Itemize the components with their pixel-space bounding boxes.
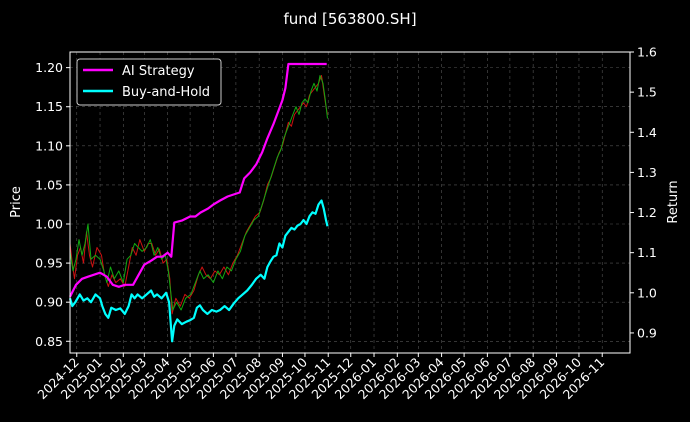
left-y-tick-label: 1.10 (35, 138, 63, 153)
right-y-tick-label: 1.5 (637, 85, 657, 100)
legend: AI Strategy Buy-and-Hold (76, 58, 222, 106)
right-y-axis-label: Return (666, 180, 681, 223)
right-y-tick-label: 0.9 (637, 325, 657, 340)
left-y-tick-label: 1.05 (35, 177, 63, 192)
series-line-ai-strategy (69, 62, 327, 298)
left-y-axis: 0.85 0.90 0.95 1.00 1.05 1.10 1.15 1.20 (35, 60, 70, 349)
legend-label-buy-and-hold: Buy-and-Hold (122, 85, 210, 100)
left-y-tick-label: 1.15 (35, 99, 63, 114)
legend-label-ai-strategy: AI Strategy (122, 64, 195, 79)
right-y-tick-label: 1.2 (637, 205, 657, 220)
left-y-tick-label: 1.00 (35, 217, 63, 232)
left-y-tick-label: 0.95 (35, 256, 63, 271)
right-y-tick-label: 1.4 (637, 125, 657, 140)
chart-title: fund [563800.SH] (283, 10, 416, 28)
right-y-tick-label: 1.1 (637, 245, 657, 260)
price-line-green (69, 75, 328, 311)
right-y-tick-label: 1.3 (637, 165, 657, 180)
plot-frame (69, 51, 631, 354)
right-y-tick-label: 1.6 (637, 45, 657, 60)
left-y-tick-label: 0.85 (35, 334, 63, 349)
left-y-tick-label: 1.20 (35, 60, 63, 75)
left-y-axis-label: Price (9, 186, 24, 218)
series-line-buy-and-hold (68, 199, 329, 343)
right-y-axis: 0.9 1.0 1.1 1.2 1.3 1.4 1.5 1.6 (630, 45, 657, 340)
left-y-tick-label: 0.90 (35, 295, 63, 310)
series-layer (68, 62, 329, 343)
right-y-tick-label: 1.0 (637, 285, 657, 300)
